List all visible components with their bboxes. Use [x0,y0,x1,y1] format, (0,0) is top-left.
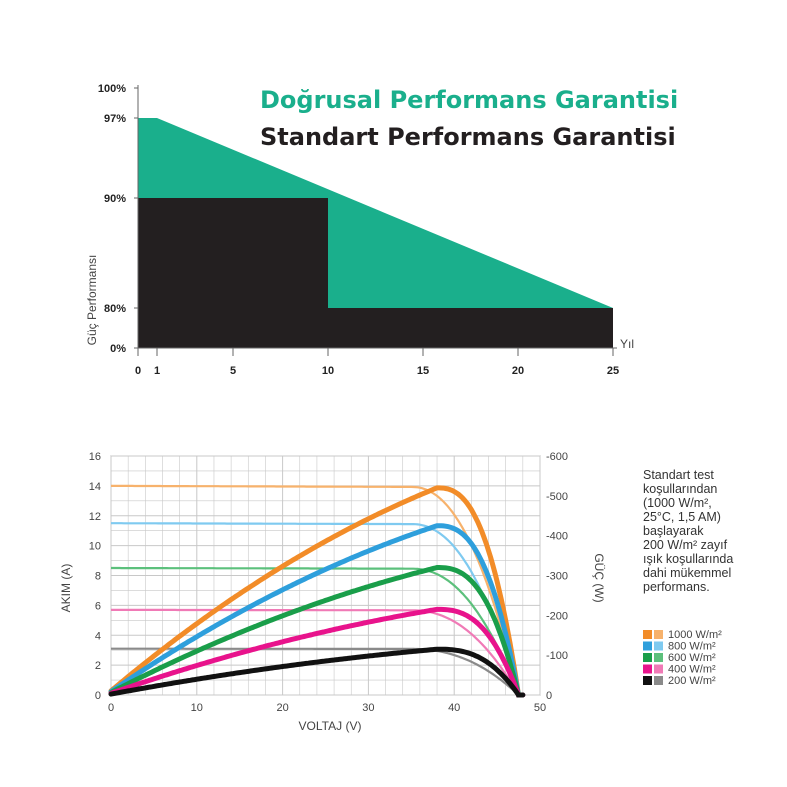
x-tick-label: 5 [230,365,236,377]
y-tick-label: 100% [98,83,126,95]
y-tick-label: 0 [95,690,101,702]
current-curve [111,566,520,696]
note-line: Standart test [643,468,714,482]
y-axis-label: Güç Performansı [85,255,99,346]
y-axis-label: AKIM (A) [59,564,73,613]
legend-swatch-light [654,664,663,674]
legend-swatch [643,630,652,639]
y-tick-label: 4 [95,630,101,642]
y-tick-label: 10 [89,541,101,553]
y-tick-label: 90% [104,193,126,205]
x-tick-label: 0 [135,365,141,377]
note-line: 25°C, 1,5 AM) [643,510,721,524]
note-line: başlayarak [643,524,704,538]
power-curve [108,565,526,698]
y2-tick-label: -200 [546,610,568,622]
note-line: ışık koşullarında [643,552,734,566]
y-tick-label: 6 [95,600,101,612]
legend-label: 200 W/m² [668,675,716,687]
x-tick-label: 15 [417,365,429,377]
note-line: 200 W/m² zayıf [643,538,728,552]
legend-swatch-light [654,653,663,662]
x-tick-label: 20 [276,702,288,714]
x-tick-label: 25 [607,365,619,377]
warranty-chart: 0%80%90%97%100%0 1 5 10 15 20 25 Doğrusal Perf… [85,83,678,377]
y2-tick-label: -100 [546,650,568,662]
y-tick-label: 12 [89,511,101,523]
x-tick-label: 30 [362,702,374,714]
note-line: koşullarından [643,482,718,496]
current-curve [111,522,520,696]
x-tick-label: 50 [534,702,546,714]
x-tick-label: 10 [191,702,203,714]
y-tick-label: 14 [89,481,101,493]
y2-tick-label: -400 [546,531,568,543]
chart-title: Doğrusal Performans Garantisi [260,86,678,114]
y2-tick-label: -500 [546,491,568,503]
x-tick-label: 1 [154,365,160,377]
legend-swatch-light [654,641,663,651]
x-axis-label: VOLTAJ (V) [299,719,362,733]
y-tick-label: 97% [104,113,126,125]
y-tick-label: 80% [104,303,126,315]
current-curve [111,608,520,696]
y2-tick-label: -300 [546,571,568,583]
power-curve [108,646,526,698]
description-note: Standart test koşullarından (1000 W/m², … [643,468,783,594]
x-tick-label: 10 [322,365,334,377]
power-curve [108,485,526,698]
legend-swatch [643,676,652,685]
legend-label: 800 W/m² [668,641,716,653]
legend-swatch [643,664,652,674]
power-curve [108,606,526,698]
x-tick-label: 20 [512,365,524,377]
y-tick-label: 2 [95,660,101,672]
legend-label: 400 W/m² [668,664,716,676]
y-tick-label: 0% [110,343,126,355]
legend-swatch [643,653,652,662]
y-tick-label: 16 [89,451,101,463]
legend-label: 1000 W/m² [668,629,722,641]
y2-axis-label: GÜÇ (W) [592,553,606,602]
note-line: (1000 W/m², [643,496,712,510]
x-tick-label: 0 [108,702,114,714]
legend-swatch-light [654,676,663,685]
note-line: dahi mükemmel [643,566,732,580]
legend-swatch [643,641,652,651]
chart-subtitle: Standart Performans Garantisi [260,123,676,151]
power-curve [108,523,526,698]
y2-tick-label: -600 [546,451,568,463]
y2-tick-label: 0 [546,690,552,702]
x-tick-label: 40 [448,702,460,714]
y-tick-label: 8 [95,571,101,583]
current-curve [111,484,520,696]
note-line: performans. [643,580,710,594]
legend-swatch-light [654,630,663,639]
legend-label: 600 W/m² [668,652,716,664]
x-axis-label: Yıl [620,337,634,351]
standard-warranty-area [138,198,613,348]
